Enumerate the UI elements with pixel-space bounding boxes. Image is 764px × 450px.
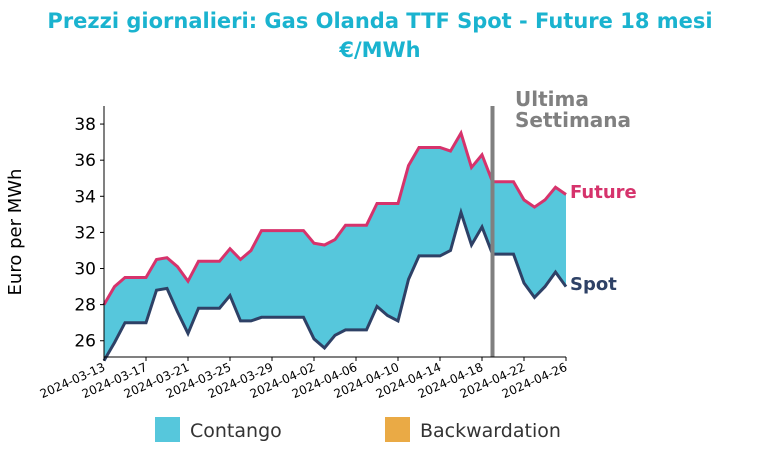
- contango-fill: [104, 133, 566, 361]
- spot-end-label: Spot: [570, 274, 617, 295]
- chart-subtitle-unit: €/MWh: [338, 38, 420, 62]
- future-end-label: Future: [570, 182, 637, 203]
- last-week-label-line1: Ultima: [515, 87, 589, 111]
- y-tick-label: 26: [74, 332, 96, 352]
- last-week-label-line2: Settimana: [515, 108, 631, 132]
- spot-series-line: [102, 207, 568, 362]
- legend-swatch-contango: [155, 417, 180, 442]
- y-tick-label: 38: [74, 115, 96, 135]
- y-tick-label: 28: [74, 296, 96, 316]
- y-axis: 26 28 30 32 34 36 38: [74, 106, 105, 357]
- y-axis-title: Euro per MWh: [5, 169, 26, 296]
- plot-area: [102, 106, 568, 362]
- future-series-line: [102, 129, 567, 306]
- y-tick-label: 32: [74, 223, 96, 243]
- legend-swatch-backwardation: [385, 417, 410, 442]
- y-tick-label: 30: [74, 260, 96, 280]
- legend-label-contango: Contango: [190, 420, 282, 442]
- chart-title: Prezzi giornalieri: Gas Olanda TTF Spot …: [47, 9, 712, 33]
- legend: Contango Backwardation: [155, 417, 561, 442]
- y-tick-label: 36: [74, 151, 96, 171]
- x-axis: 2024-03-132024-03-172024-03-212024-03-25…: [38, 356, 569, 401]
- y-tick-label: 34: [74, 187, 96, 207]
- legend-label-backwardation: Backwardation: [420, 420, 561, 442]
